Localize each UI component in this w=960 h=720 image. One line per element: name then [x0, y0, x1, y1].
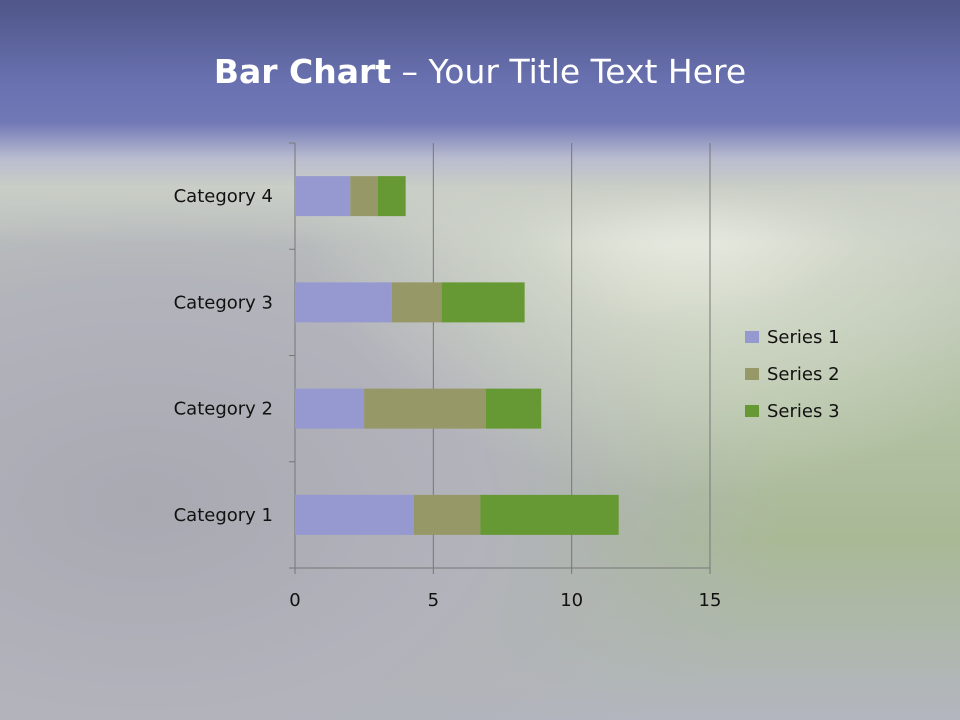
x-tick-label: 0 — [289, 590, 300, 611]
title-rest: – Your Title Text Here — [391, 52, 747, 91]
legend-label: Series 2 — [767, 364, 840, 385]
bar-series-3-category-1 — [480, 494, 619, 535]
title-bold: Bar Chart — [213, 52, 392, 91]
bar-series-1-category-1 — [295, 494, 414, 535]
category-label: Category 3 — [174, 292, 273, 313]
bar-series-2-category-2 — [364, 388, 486, 429]
x-tick-label: 15 — [699, 590, 722, 611]
legend-swatch — [745, 405, 759, 417]
x-tick-label: 10 — [560, 590, 583, 611]
category-label: Category 4 — [174, 186, 273, 207]
bar-series-3-category-4 — [378, 176, 406, 217]
bar-series-1-category-3 — [295, 282, 392, 323]
legend-label: Series 3 — [767, 401, 840, 422]
bar-series-2-category-3 — [391, 282, 442, 323]
legend-label: Series 1 — [767, 327, 840, 348]
bar-series-2-category-1 — [413, 494, 481, 535]
legend-swatch — [745, 368, 759, 380]
bar-series-1-category-4 — [295, 176, 351, 217]
bar-series-1-category-2 — [295, 388, 365, 429]
category-label: Category 1 — [174, 505, 273, 526]
bar-series-2-category-4 — [350, 176, 378, 217]
bar-series-3-category-3 — [441, 282, 525, 323]
slide-title: Bar Chart – Your Title Text Here — [0, 52, 960, 91]
x-tick-label: 5 — [428, 590, 439, 611]
bar-series-3-category-2 — [485, 388, 542, 429]
category-label: Category 2 — [174, 399, 273, 420]
legend-swatch — [745, 331, 759, 343]
